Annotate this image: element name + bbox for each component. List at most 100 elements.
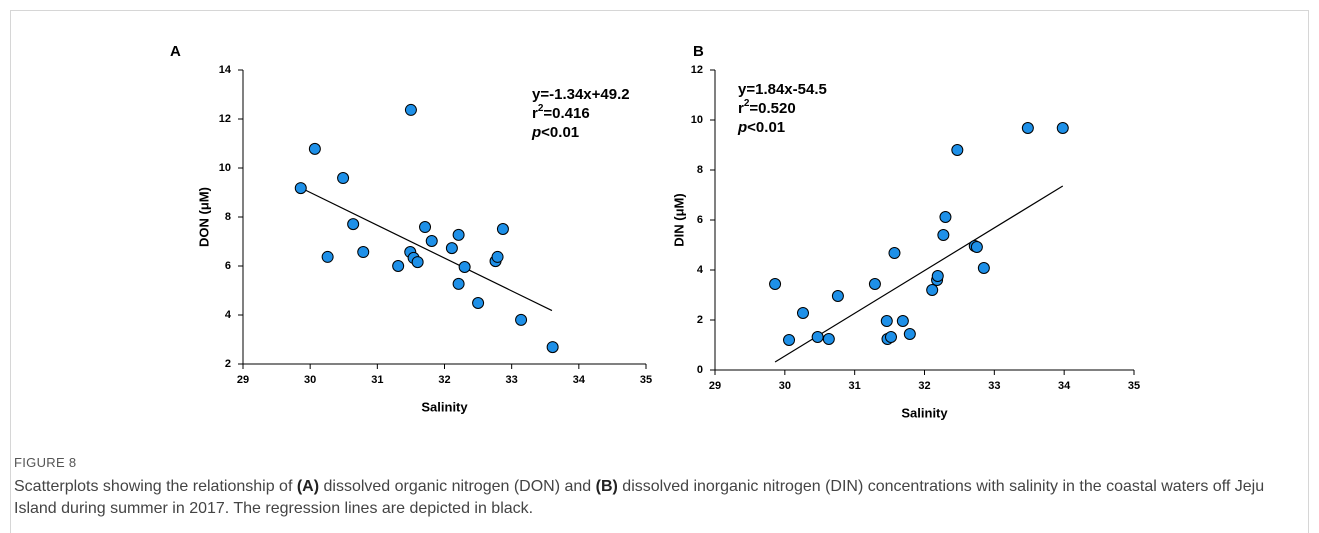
data-point (458, 260, 471, 273)
p-value: p<0.01 (737, 119, 785, 136)
panel-label: A (170, 43, 181, 60)
data-point (880, 315, 893, 327)
y-tick-label: 4 (697, 264, 704, 276)
data-point (796, 307, 809, 319)
y-tick-label: 4 (225, 309, 232, 321)
figure: A 2 4 6 8 10 12 14 29 30 31 32 33 34 35 Salinity DON (μM… (170, 43, 1140, 420)
r-value: =0.520 (749, 100, 795, 117)
x-tick-label: 30 (779, 380, 791, 392)
y-tick-label: 14 (219, 64, 232, 76)
y-tick-label: 12 (691, 64, 703, 76)
caption-part: (A) (296, 478, 320, 495)
caption-part: (B) (595, 478, 618, 495)
data-point (452, 228, 465, 241)
x-tick-label: 29 (237, 374, 249, 386)
data-point (783, 334, 796, 346)
p-threshold: <0.01 (541, 124, 579, 141)
data-point (888, 247, 901, 259)
superscript: 2 (538, 103, 544, 114)
data-point (937, 229, 950, 241)
data-point (404, 103, 417, 116)
data-point (294, 182, 307, 195)
data-point (868, 278, 881, 290)
x-tick-label: 31 (849, 380, 861, 392)
y-tick-label: 2 (225, 358, 231, 370)
p-symbol: p (531, 124, 541, 141)
y-tick-label: 10 (691, 114, 703, 126)
x-axis-label: Salinity (901, 405, 948, 420)
r-symbol: r (532, 105, 538, 122)
r-value: =0.416 (543, 105, 589, 122)
data-point (496, 223, 509, 236)
data-point (931, 270, 944, 282)
x-axis-label: Salinity (421, 399, 468, 414)
y-tick-label: 8 (225, 211, 231, 223)
data-point (884, 331, 897, 343)
data-point (903, 328, 916, 340)
regression-line (296, 185, 553, 312)
panel-label: B (693, 43, 704, 60)
equation: y=-1.34x+49.2 (532, 86, 630, 103)
data-point (811, 331, 824, 343)
data-point (347, 218, 360, 231)
data-point (472, 296, 485, 309)
data-point (831, 290, 844, 302)
data-point (939, 211, 952, 223)
x-tick-label: 34 (1058, 380, 1071, 392)
caption-part: Scatterplots showing the relationship of (14, 478, 297, 495)
x-tick-label: 34 (573, 374, 586, 386)
data-point (411, 256, 424, 269)
superscript: 2 (744, 98, 750, 109)
data-point (419, 221, 432, 234)
data-point (357, 246, 370, 259)
y-tick-label: 8 (697, 164, 703, 176)
data-point (445, 242, 458, 255)
r-squared: r2=0.416 (532, 103, 590, 122)
data-point (546, 341, 559, 354)
x-tick-label: 31 (371, 374, 383, 386)
y-tick-label: 2 (697, 314, 703, 326)
figure-card (10, 10, 1309, 533)
data-point (425, 235, 438, 248)
x-tick-label: 33 (506, 374, 518, 386)
regression-line (774, 185, 1064, 363)
p-value: p<0.01 (531, 124, 579, 141)
data-point (926, 284, 939, 296)
x-tick-label: 32 (918, 380, 930, 392)
y-axis-label: DIN (μM) (671, 193, 686, 246)
figure-label: FIGURE 8 (14, 455, 77, 470)
data-point (1021, 122, 1034, 134)
data-point (769, 278, 782, 290)
caption-part: dissolved inorganic nitrogen (DIN) conce… (14, 478, 1265, 517)
data-point (321, 250, 334, 263)
x-tick-label: 35 (640, 374, 652, 386)
p-threshold: <0.01 (747, 119, 785, 136)
r-symbol: r (738, 100, 744, 117)
r-squared: r2=0.520 (738, 98, 796, 117)
caption-part: dissolved organic nitrogen (DON) and (319, 478, 596, 495)
data-point (1056, 122, 1069, 134)
data-point (308, 142, 321, 155)
y-axis-label: DON (μM) (196, 187, 211, 247)
x-tick-label: 32 (438, 374, 450, 386)
data-point (822, 333, 835, 345)
data-point (970, 241, 983, 253)
x-tick-label: 33 (988, 380, 1000, 392)
caption: Scatterplots showing the relationship of… (14, 476, 1304, 520)
data-point (896, 315, 909, 327)
data-point (951, 144, 964, 156)
data-point (452, 277, 465, 290)
equation: y=1.84x-54.5 (738, 81, 827, 98)
data-point (491, 250, 504, 263)
y-tick-label: 6 (225, 260, 231, 272)
y-tick-label: 6 (697, 214, 703, 226)
y-tick-label: 12 (219, 113, 231, 125)
x-tick-label: 30 (304, 374, 316, 386)
data-point (515, 313, 528, 326)
data-point (337, 172, 350, 185)
data-point (392, 260, 405, 272)
y-tick-label: 10 (219, 162, 231, 174)
y-tick-label: 0 (697, 364, 703, 376)
x-tick-label: 29 (709, 380, 721, 392)
